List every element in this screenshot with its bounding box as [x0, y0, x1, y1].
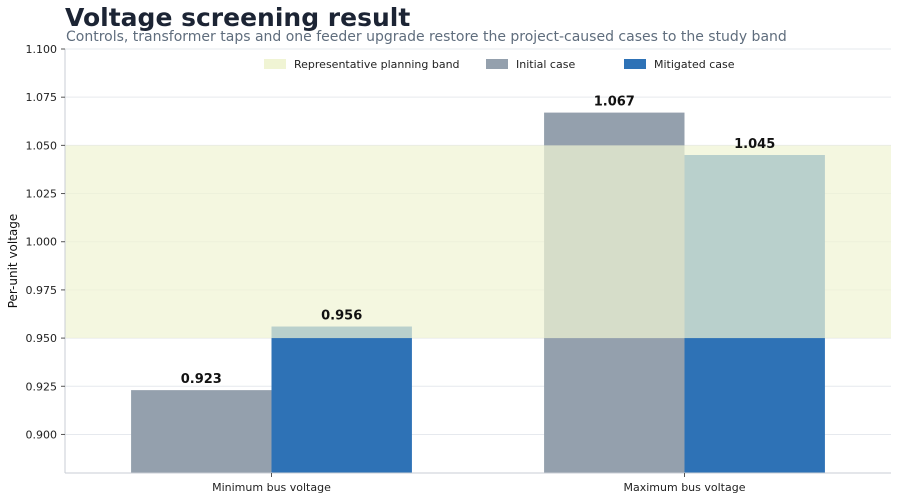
bar-mitigated-0	[271, 326, 412, 473]
data-label: 1.045	[734, 137, 775, 152]
legend-label: Mitigated case	[654, 58, 735, 71]
chart-title: Voltage screening result	[65, 3, 411, 32]
y-tick-label: 1.000	[26, 236, 58, 249]
y-tick-label: 0.900	[26, 428, 58, 441]
planning-band	[65, 145, 891, 339]
legend-label: Initial case	[516, 58, 575, 71]
x-tick-label: Minimum bus voltage	[212, 481, 331, 494]
x-tick-label: Maximum bus voltage	[624, 481, 746, 494]
y-tick-label: 1.100	[26, 43, 58, 56]
y-tick-label: 1.025	[26, 188, 58, 201]
legend-swatch	[624, 59, 646, 69]
y-tick-label: 0.975	[26, 284, 58, 297]
legend-swatch	[264, 59, 286, 69]
y-tick-label: 0.950	[26, 332, 58, 345]
y-tick-label: 0.925	[26, 380, 58, 393]
data-label: 0.956	[321, 309, 362, 324]
y-axis-title: Per-unit voltage	[6, 214, 20, 309]
legend-swatch	[486, 59, 508, 69]
chart-subtitle: Controls, transformer taps and one feede…	[66, 29, 787, 45]
y-tick-label: 1.050	[26, 139, 58, 152]
legend-label: Representative planning band	[294, 58, 460, 71]
data-label: 0.923	[181, 372, 222, 387]
bar-initial-0	[131, 390, 272, 473]
y-tick-label: 1.075	[26, 91, 58, 104]
data-label: 1.067	[594, 95, 635, 110]
